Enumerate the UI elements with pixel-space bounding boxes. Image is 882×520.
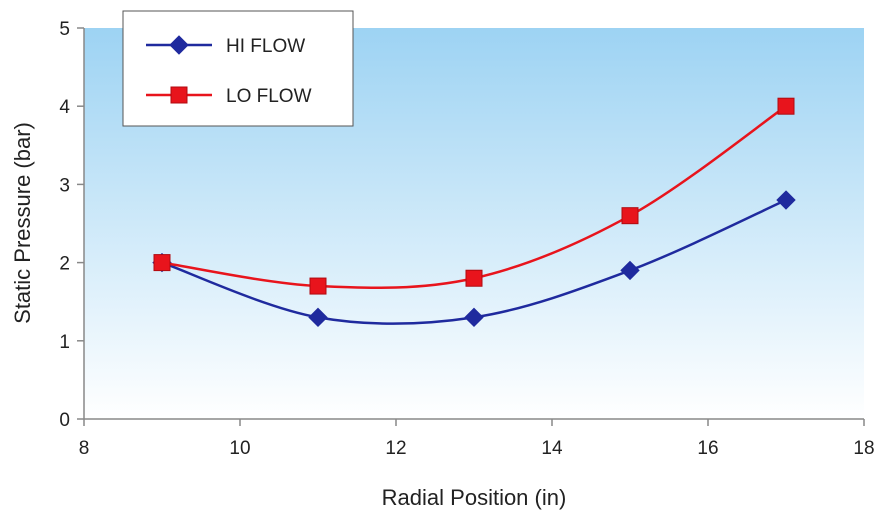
x-tick-label: 10 [229, 438, 250, 459]
x-tick-label: 16 [697, 438, 718, 459]
data-point [464, 307, 484, 328]
y-axis-title: Static Pressure (bar) [10, 122, 35, 324]
y-ticks: 0 1 2 3 4 5 [59, 19, 84, 431]
x-ticks: 8 10 12 14 16 18 [79, 419, 875, 459]
y-tick-label: 2 [59, 254, 70, 275]
data-point [620, 260, 640, 281]
x-tick-label: 12 [385, 438, 406, 459]
legend-item: HI FLOW [146, 35, 305, 57]
series-lo-flow [153, 97, 795, 295]
y-tick-label: 1 [59, 332, 70, 353]
y-tick-label: 4 [59, 97, 70, 118]
data-point [308, 307, 328, 328]
y-tick-label: 0 [59, 410, 70, 431]
data-point [309, 277, 327, 295]
x-tick-label: 18 [853, 438, 874, 459]
x-axis-title: Radial Position (in) [382, 485, 567, 510]
legend-marker [170, 86, 188, 104]
y-tick-label: 5 [59, 19, 70, 40]
data-point [777, 97, 795, 115]
legend-marker [169, 35, 189, 55]
x-tick-label: 8 [79, 438, 90, 459]
series-layer [152, 97, 796, 328]
data-point [776, 190, 796, 210]
axes [83, 28, 864, 420]
x-tick-label: 14 [541, 438, 563, 459]
legend-item: LO FLOW [146, 86, 312, 107]
y-tick-label: 3 [59, 175, 70, 196]
data-point [153, 254, 171, 272]
legend-label: LO FLOW [226, 86, 312, 107]
data-point [465, 269, 483, 287]
data-point [621, 207, 639, 225]
legend-box [122, 10, 354, 127]
legend: HI FLOW LO FLOW [122, 10, 354, 127]
legend-label: HI FLOW [226, 36, 305, 57]
